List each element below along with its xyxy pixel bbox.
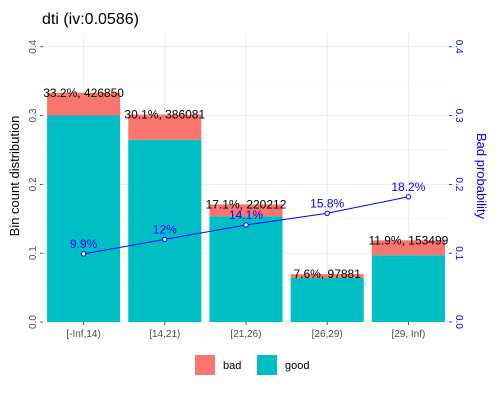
y-right-tick-label: 0.2	[453, 177, 464, 191]
probability-label: 15.8%	[310, 196, 344, 210]
bar-label: 30.1%, 386081	[124, 108, 205, 122]
probability-point	[80, 251, 87, 257]
probability-label: 9.9%	[70, 237, 98, 251]
bad-probability-line	[80, 194, 412, 257]
y-right-tick-label: 0.0	[453, 315, 464, 329]
y-right-tick-label: 0.1	[453, 246, 464, 260]
y-tick-label: 0.4	[28, 39, 39, 53]
bar-bad	[290, 274, 364, 278]
bar-good	[290, 277, 364, 322]
bars	[47, 92, 445, 322]
axes: 0.0 0.1 0.2 0.3 0.4 0.0 0.1 0.2 0.3 0.4 [-Inf,14) […	[28, 39, 464, 340]
bar-bad	[47, 92, 121, 116]
bar-bad	[128, 114, 202, 140]
x-tick-label: [21,26)	[230, 329, 261, 340]
x-tick-label: [26,29)	[312, 329, 343, 340]
bar-good	[209, 216, 283, 322]
bar-label: 7.6%, 97881	[294, 267, 362, 281]
y-tick-label: 0.2	[28, 177, 39, 191]
probability-point	[324, 210, 330, 216]
legend-label-bad: bad	[223, 360, 241, 372]
y-right-tick-label: 0.4	[453, 40, 464, 54]
x-tick-label: [-Inf,14)	[66, 329, 100, 340]
probability-label: 14.1%	[229, 208, 263, 222]
x-tick-label: [29, Inf)	[391, 329, 425, 340]
y-tick-label: 0.0	[28, 315, 39, 329]
bar-label: 33.2%, 426850	[43, 86, 124, 100]
bar-bad	[371, 240, 445, 256]
bar-bad	[209, 204, 283, 217]
y-axis-title: Bin count distribution	[7, 116, 22, 237]
x-tick-label: [14,21)	[149, 329, 180, 340]
bar-label: 11.9%, 153499	[368, 233, 448, 247]
probability-label: 18.2%	[391, 180, 425, 194]
chart-title: dti (iv:0.0586)	[42, 11, 139, 28]
legend-swatch-bad	[195, 355, 215, 375]
probability-point	[243, 222, 249, 228]
probability-point	[162, 236, 168, 243]
legend-label-good: good	[285, 360, 309, 372]
y-axis-right-title: Bad probability	[474, 133, 489, 219]
bar-good	[128, 139, 202, 322]
y-tick-label: 0.1	[28, 246, 39, 260]
legend-swatch-good	[257, 355, 277, 375]
probability-label: 12%	[153, 222, 177, 236]
y-tick-label: 0.3	[28, 108, 39, 122]
bar-good	[371, 255, 445, 322]
probability-point	[405, 194, 412, 200]
legend: bad good	[195, 355, 309, 375]
y-right-tick-label: 0.3	[453, 109, 464, 123]
bar-label: 17.1%, 220212	[206, 197, 287, 211]
bar-good	[47, 115, 121, 322]
